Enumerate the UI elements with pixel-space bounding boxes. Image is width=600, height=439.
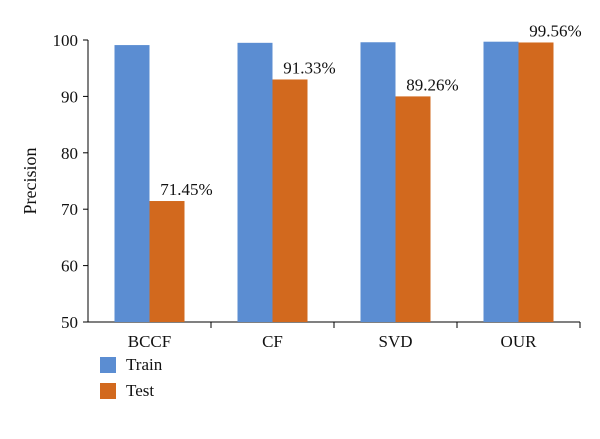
bar-train-bccf — [114, 45, 150, 323]
data-label: 99.56% — [529, 21, 581, 40]
y-tick-label: 70 — [61, 200, 78, 219]
data-label: 89.26% — [406, 75, 458, 94]
bar-train-cf — [237, 42, 273, 322]
y-tick-label: 50 — [61, 313, 78, 332]
bar-test-svd — [395, 96, 431, 323]
legend-swatch-test — [100, 383, 116, 399]
y-axis-label: Precision — [20, 148, 40, 215]
chart-axes: 50 60 70 80 90 100 Precision BCCF CF SVD OUR — [20, 31, 581, 351]
x-tick-label: BCCF — [128, 332, 171, 351]
bar-train-svd — [360, 42, 396, 322]
y-tick-label: 100 — [53, 31, 79, 50]
y-tick-label: 80 — [61, 144, 78, 163]
x-tick-label: SVD — [378, 332, 412, 351]
chart-bars — [114, 41, 554, 323]
legend-label-test: Test — [126, 381, 154, 400]
chart-legend: Train Test — [100, 355, 163, 400]
bar-test-cf — [272, 79, 308, 322]
bar-test-our — [518, 42, 554, 323]
x-tick-label: CF — [262, 332, 283, 351]
legend-swatch-train — [100, 357, 116, 373]
y-tick-label: 90 — [61, 87, 78, 106]
chart-data-labels: 71.45% 91.33% 89.26% 99.56% — [160, 21, 581, 199]
bar-train-our — [483, 41, 519, 322]
data-label: 91.33% — [283, 58, 335, 77]
data-label: 71.45% — [160, 180, 212, 199]
bar-test-bccf — [149, 201, 185, 322]
y-tick-label: 60 — [61, 257, 78, 276]
legend-label-train: Train — [126, 355, 163, 374]
x-tick-label: OUR — [501, 332, 538, 351]
